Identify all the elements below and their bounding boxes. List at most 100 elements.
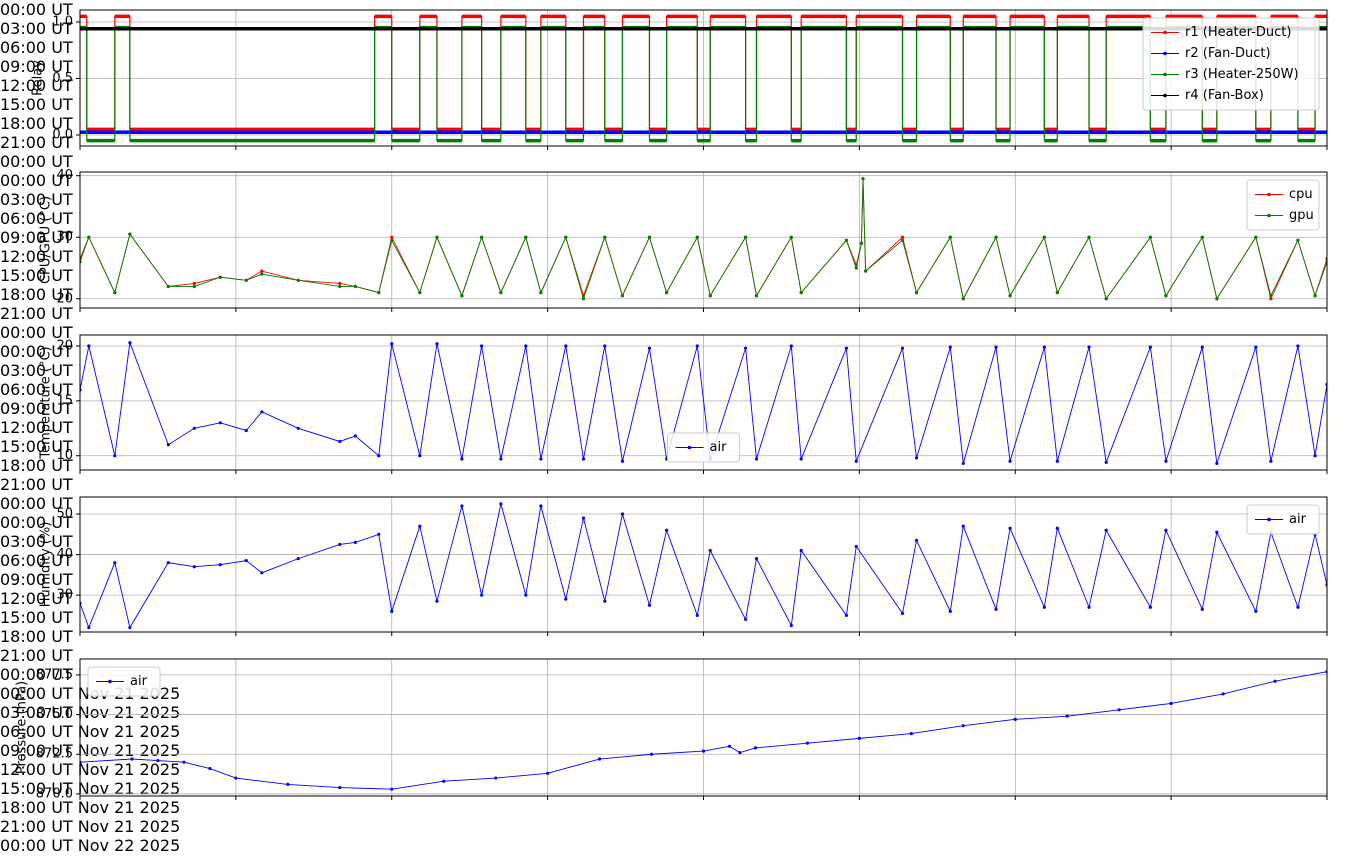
x-tick-label: 15:00 UT [0, 608, 73, 627]
x-tick-label: 21:00 UT [0, 304, 73, 323]
data-point [296, 278, 300, 282]
data-point [156, 758, 160, 763]
data-point [128, 232, 132, 236]
data-point [1087, 235, 1091, 239]
data-point [260, 269, 264, 273]
data-point [435, 342, 439, 346]
data-point [113, 454, 117, 458]
data-point [844, 346, 848, 350]
data-point [961, 297, 965, 301]
x-tick-label: 09:00 UT [0, 228, 73, 247]
data-point [390, 609, 394, 613]
data-point [130, 757, 134, 761]
data-point [799, 548, 803, 553]
y-tick-label: 0.5 [52, 71, 73, 86]
x-tick-label: 00:00 UT [0, 152, 73, 171]
plot-frame [79, 658, 1328, 797]
y-tick-label: 877.5 [36, 667, 73, 682]
data-point [418, 291, 422, 295]
data-point [603, 344, 607, 348]
data-point [647, 235, 652, 239]
data-point [1215, 530, 1219, 534]
x-tick-label: 00:00 UT [0, 665, 73, 684]
legend-marker [1267, 213, 1271, 218]
data-point [435, 599, 439, 603]
data-point [581, 457, 586, 461]
data-point [789, 235, 793, 239]
legend-marker [108, 679, 112, 684]
data-point [695, 235, 699, 239]
x-tick-label: 12:00 UT [0, 247, 73, 266]
data-point [994, 235, 998, 239]
data-point [900, 235, 905, 239]
data-point [564, 344, 568, 348]
data-point [418, 454, 422, 458]
data-point [1008, 459, 1012, 463]
x-tick-label: 12:00 UT [0, 76, 73, 95]
data-point [900, 346, 905, 350]
x-tick-label: 21:00 UT [0, 646, 73, 665]
y-tick-label: 40 [56, 168, 73, 183]
data-point [743, 346, 748, 350]
plot-frame [79, 334, 1328, 471]
data-point [900, 238, 905, 242]
data-point [353, 284, 357, 289]
data-point [909, 732, 913, 736]
x-tick-label: 06:00 UT [0, 38, 73, 57]
data-point [665, 291, 669, 295]
x-tick-label: 15:00 UT [0, 437, 73, 456]
data-point [738, 751, 742, 755]
data-point [390, 235, 394, 239]
data-point [260, 410, 264, 414]
x-tick-label: 06:00 UT [0, 551, 73, 570]
data-point [1148, 235, 1152, 239]
y-tick-label: 0.0 [52, 128, 73, 143]
data-point [338, 281, 342, 285]
legend: air [87, 666, 161, 697]
data-point [539, 457, 543, 461]
data-point [789, 623, 793, 628]
legend-box [1246, 179, 1320, 231]
data-point [597, 757, 602, 761]
data-point [994, 607, 998, 611]
x-tick-label: 09:00 UT [0, 570, 73, 589]
data-point [113, 291, 117, 295]
data-point [128, 341, 132, 345]
data-point [524, 344, 528, 348]
data-point [581, 297, 586, 301]
y-axis-label: Humidity (%) [39, 522, 54, 608]
data-point [390, 238, 394, 242]
x-tick-label: 18:00 UT [0, 285, 73, 304]
data-point [182, 760, 186, 764]
data-point [620, 294, 625, 298]
data-point [524, 593, 528, 597]
data-point [244, 278, 248, 282]
data-point [743, 617, 748, 622]
legend-label: r2 (Fan-Duct) [1185, 46, 1271, 61]
x-tick-label: 21:00 UT [0, 133, 73, 152]
data-point [708, 548, 712, 553]
data-point [1269, 294, 1273, 298]
data-point [166, 561, 170, 565]
data-point [1104, 297, 1108, 301]
legend-label: r4 (Fan-Box) [1185, 88, 1264, 103]
data-point [546, 771, 550, 775]
x-tick-label: 03:00 UT [0, 19, 73, 38]
y-axis-label: Temperature (°C) [39, 346, 54, 459]
series-line [80, 503, 1327, 629]
data-point [708, 294, 712, 298]
x-tick-label: 09:00 UT [0, 399, 73, 418]
x-tick-label: 03:00 UT [0, 361, 73, 380]
data-point [914, 456, 919, 460]
legend-label: gpu [1289, 208, 1314, 223]
x-tick-label: 00:00 UT Nov 22 2025 [0, 836, 181, 855]
x-tick-label: 00:00 UT [0, 0, 73, 19]
data-point [480, 593, 484, 597]
data-point [1013, 717, 1017, 721]
y-tick-label: 30 [56, 588, 73, 603]
data-point [1042, 605, 1046, 609]
x-tick-label: 15:00 UT [0, 266, 73, 285]
data-point [948, 345, 952, 349]
x-tick-label: 03:00 UT [0, 532, 73, 551]
